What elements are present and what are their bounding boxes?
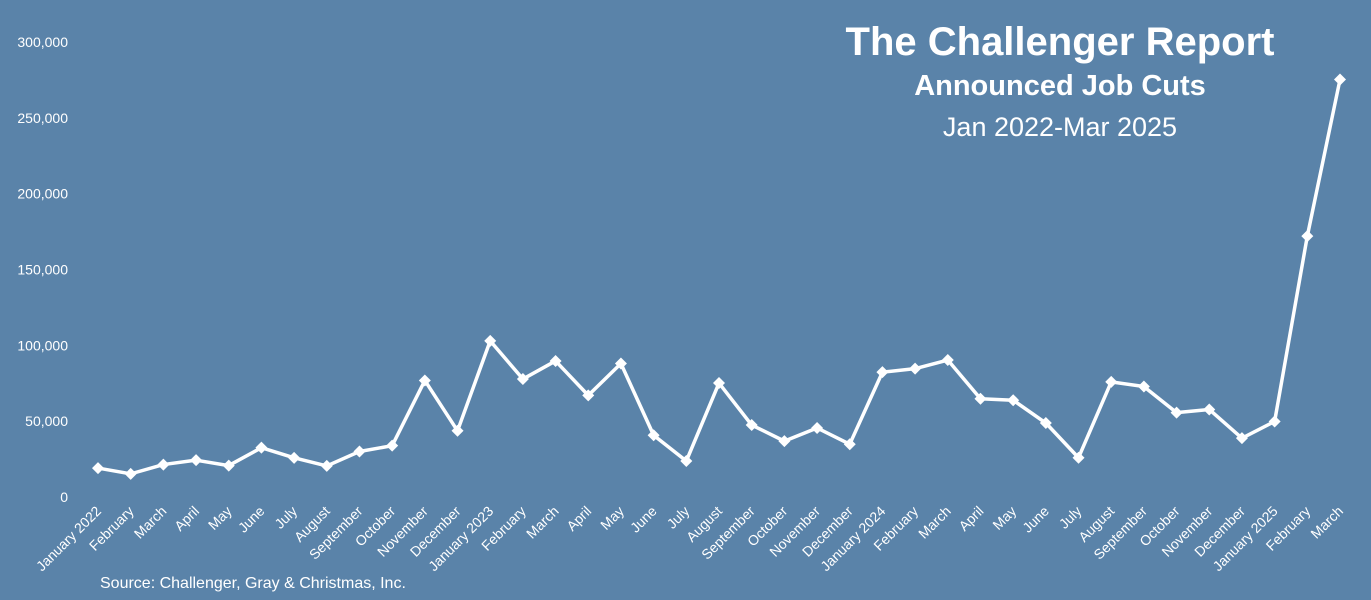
data-point-marker (190, 454, 203, 467)
x-tick-label: April (955, 503, 986, 534)
data-point-marker (745, 419, 758, 432)
chart-title: The Challenger Report (845, 20, 1275, 64)
y-tick-label: 200,000 (17, 186, 68, 202)
x-tick-label: March (915, 503, 954, 542)
x-tick-label: June (627, 503, 660, 536)
x-tick-label: May (205, 503, 235, 533)
data-point-marker (124, 467, 137, 480)
data-point-marker (353, 445, 366, 458)
data-point-marker (1334, 73, 1346, 86)
x-tick-label: March (131, 503, 170, 542)
x-tick-label: May (597, 503, 627, 533)
data-point-marker (680, 455, 693, 468)
x-tick-label: April (171, 503, 202, 534)
data-point-marker (255, 441, 268, 454)
data-point-marker (1301, 230, 1314, 243)
data-point-marker (288, 451, 301, 464)
data-point-marker (484, 334, 497, 347)
y-tick-label: 300,000 (17, 34, 68, 50)
data-point-marker (1137, 380, 1150, 393)
data-point-marker (418, 374, 431, 387)
x-tick-label: June (1019, 503, 1052, 536)
chart-date-range: Jan 2022-Mar 2025 (942, 112, 1178, 142)
data-point-marker (1203, 403, 1216, 416)
data-point-marker (941, 354, 954, 367)
data-point-marker (713, 377, 725, 390)
data-point-marker (778, 435, 791, 448)
data-point-marker (320, 459, 333, 472)
data-point-marker (1235, 432, 1248, 445)
data-point-marker (92, 462, 104, 475)
chart-subtitle: Announced Job Cuts (914, 70, 1206, 102)
y-tick-label: 250,000 (17, 110, 68, 126)
y-tick-label: 0 (60, 489, 68, 505)
data-point-marker (1072, 451, 1085, 464)
data-point-marker (386, 439, 399, 452)
source-note: Source: Challenger, Gray & Christmas, In… (100, 575, 406, 592)
y-tick-label: 100,000 (17, 337, 68, 353)
data-point-marker (1007, 394, 1020, 407)
data-point-marker (451, 424, 464, 437)
x-tick-label: June (235, 503, 268, 536)
data-point-marker (843, 438, 856, 451)
x-tick-label: May (989, 503, 1019, 533)
data-point-marker (516, 373, 529, 386)
x-tick-label: April (563, 503, 594, 534)
data-point-marker (222, 459, 235, 472)
data-point-marker (909, 362, 922, 375)
y-tick-label: 50,000 (25, 413, 68, 429)
data-point-marker (811, 421, 824, 434)
x-tick-label: March (523, 503, 562, 542)
data-point-marker (549, 354, 562, 367)
data-point-marker (582, 389, 595, 402)
data-point-marker (876, 366, 889, 379)
data-point-marker (614, 357, 627, 370)
data-point-marker (1170, 406, 1183, 419)
y-tick-label: 150,000 (17, 262, 68, 278)
data-point-marker (647, 429, 660, 442)
data-point-marker (1105, 375, 1118, 388)
data-point-marker (974, 392, 987, 405)
data-point-marker (1268, 415, 1281, 428)
x-tick-label: March (1307, 503, 1346, 542)
data-point-marker (1039, 417, 1052, 430)
data-point-marker (157, 458, 170, 471)
